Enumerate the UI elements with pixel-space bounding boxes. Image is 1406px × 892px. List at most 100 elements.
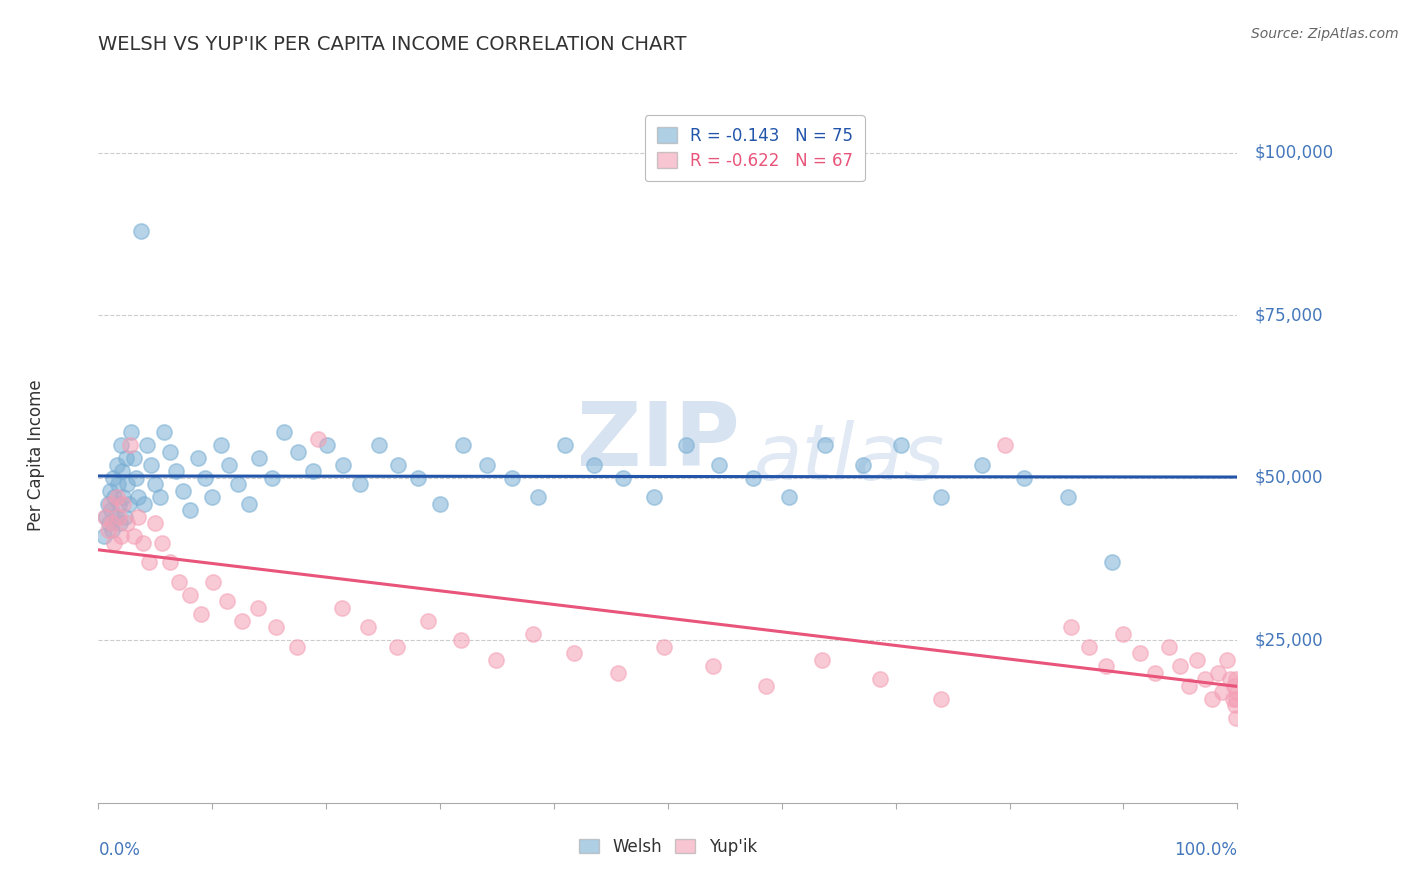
- Point: [485, 653, 508, 667]
- Point: [1225, 711, 1247, 725]
- Point: [385, 640, 408, 654]
- Point: [129, 224, 152, 238]
- Text: $75,000: $75,000: [1254, 306, 1323, 324]
- Point: [1056, 490, 1078, 504]
- Point: [159, 444, 181, 458]
- Point: [612, 471, 634, 485]
- Point: [929, 490, 952, 504]
- Point: [1101, 555, 1123, 569]
- Point: [107, 477, 129, 491]
- Point: [349, 477, 371, 491]
- Point: [103, 490, 125, 504]
- Point: [1225, 691, 1247, 706]
- Point: [96, 497, 118, 511]
- Point: [149, 490, 172, 504]
- Point: [810, 653, 832, 667]
- Point: [165, 464, 187, 478]
- Point: [94, 509, 117, 524]
- Point: [707, 458, 730, 472]
- Point: [110, 438, 132, 452]
- Point: [153, 425, 176, 439]
- Point: [101, 523, 124, 537]
- Point: [1144, 665, 1167, 680]
- Point: [97, 516, 120, 531]
- Point: [145, 477, 167, 491]
- Text: $25,000: $25,000: [1254, 632, 1323, 649]
- Text: 0.0%: 0.0%: [98, 841, 141, 859]
- Point: [702, 659, 724, 673]
- Point: [527, 490, 550, 504]
- Point: [139, 458, 162, 472]
- Point: [114, 451, 136, 466]
- Point: [307, 432, 329, 446]
- Point: [869, 672, 891, 686]
- Point: [115, 477, 138, 491]
- Text: WELSH VS YUP'IK PER CAPITA INCOME CORRELATION CHART: WELSH VS YUP'IK PER CAPITA INCOME CORREL…: [98, 35, 688, 54]
- Point: [330, 600, 353, 615]
- Text: atlas: atlas: [754, 420, 945, 497]
- Point: [104, 509, 127, 524]
- Point: [287, 444, 309, 458]
- Point: [132, 497, 155, 511]
- Point: [475, 458, 498, 472]
- Point: [125, 471, 148, 485]
- Point: [172, 483, 194, 498]
- Point: [332, 458, 354, 472]
- Point: [100, 503, 122, 517]
- Point: [108, 516, 131, 531]
- Point: [1201, 691, 1223, 706]
- Point: [367, 438, 389, 452]
- Point: [138, 555, 160, 569]
- Point: [194, 471, 217, 485]
- Point: [114, 509, 136, 524]
- Point: [814, 438, 837, 452]
- Point: [150, 535, 173, 549]
- Point: [357, 620, 380, 634]
- Point: [246, 600, 269, 615]
- Point: [972, 458, 994, 472]
- Text: $50,000: $50,000: [1254, 468, 1323, 487]
- Point: [145, 516, 167, 531]
- Text: $100,000: $100,000: [1254, 144, 1333, 161]
- Point: [606, 665, 628, 680]
- Point: [247, 451, 270, 466]
- Point: [929, 691, 952, 706]
- Point: [1222, 691, 1244, 706]
- Point: [1225, 672, 1247, 686]
- Point: [122, 451, 145, 466]
- Point: [132, 535, 155, 549]
- Point: [1223, 679, 1246, 693]
- Point: [1211, 685, 1233, 699]
- Text: Source: ZipAtlas.com: Source: ZipAtlas.com: [1251, 27, 1399, 41]
- Point: [118, 497, 141, 511]
- Point: [96, 523, 118, 537]
- Point: [742, 471, 765, 485]
- Point: [159, 555, 181, 569]
- Point: [778, 490, 800, 504]
- Point: [1206, 665, 1229, 680]
- Point: [451, 438, 474, 452]
- Point: [136, 438, 159, 452]
- Point: [93, 529, 115, 543]
- Point: [231, 614, 253, 628]
- Point: [408, 471, 430, 485]
- Point: [554, 438, 576, 452]
- Point: [201, 490, 224, 504]
- Point: [416, 614, 439, 628]
- Point: [1014, 471, 1036, 485]
- Point: [120, 425, 142, 439]
- Point: [186, 451, 208, 466]
- Point: [1194, 672, 1216, 686]
- Point: [112, 490, 135, 504]
- Point: [179, 503, 201, 517]
- Point: [387, 458, 409, 472]
- Point: [110, 529, 132, 543]
- Legend: Welsh, Yup'ik: Welsh, Yup'ik: [571, 830, 765, 864]
- Point: [675, 438, 697, 452]
- Point: [301, 464, 323, 478]
- Point: [852, 458, 875, 472]
- Point: [1216, 653, 1239, 667]
- Point: [111, 464, 134, 478]
- Point: [285, 640, 308, 654]
- Point: [98, 497, 121, 511]
